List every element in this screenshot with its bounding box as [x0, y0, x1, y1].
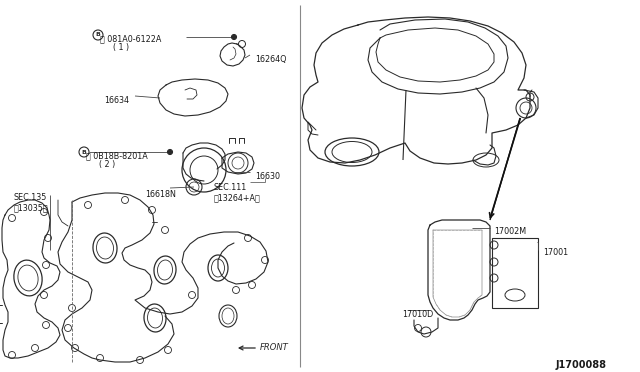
Text: J1700088: J1700088 [556, 360, 607, 370]
Text: SEC.111: SEC.111 [214, 183, 247, 192]
Text: 〓13264+A】: 〓13264+A】 [214, 193, 260, 202]
Text: 17001: 17001 [543, 248, 568, 257]
Text: 16634: 16634 [104, 96, 129, 105]
Text: 〓13035】: 〓13035】 [14, 203, 49, 212]
Text: B: B [81, 150, 86, 154]
Text: ( 1 ): ( 1 ) [113, 43, 129, 52]
Text: 17010D: 17010D [402, 310, 433, 319]
Text: ⒱ 0B18B-8201A: ⒱ 0B18B-8201A [86, 151, 148, 160]
Ellipse shape [168, 150, 173, 154]
Text: FRONT: FRONT [260, 343, 289, 353]
Text: 17002M: 17002M [494, 227, 526, 236]
Text: B: B [95, 32, 100, 38]
Bar [492, 238, 538, 308]
Text: ( 2 ): ( 2 ) [99, 160, 115, 169]
Text: 16264Q: 16264Q [255, 55, 287, 64]
Text: 16630: 16630 [255, 172, 280, 181]
Text: ⒱ 081A0-6122A: ⒱ 081A0-6122A [100, 34, 161, 43]
Text: SEC.135: SEC.135 [14, 193, 47, 202]
Text: 16618N: 16618N [145, 190, 176, 199]
Ellipse shape [232, 35, 237, 39]
